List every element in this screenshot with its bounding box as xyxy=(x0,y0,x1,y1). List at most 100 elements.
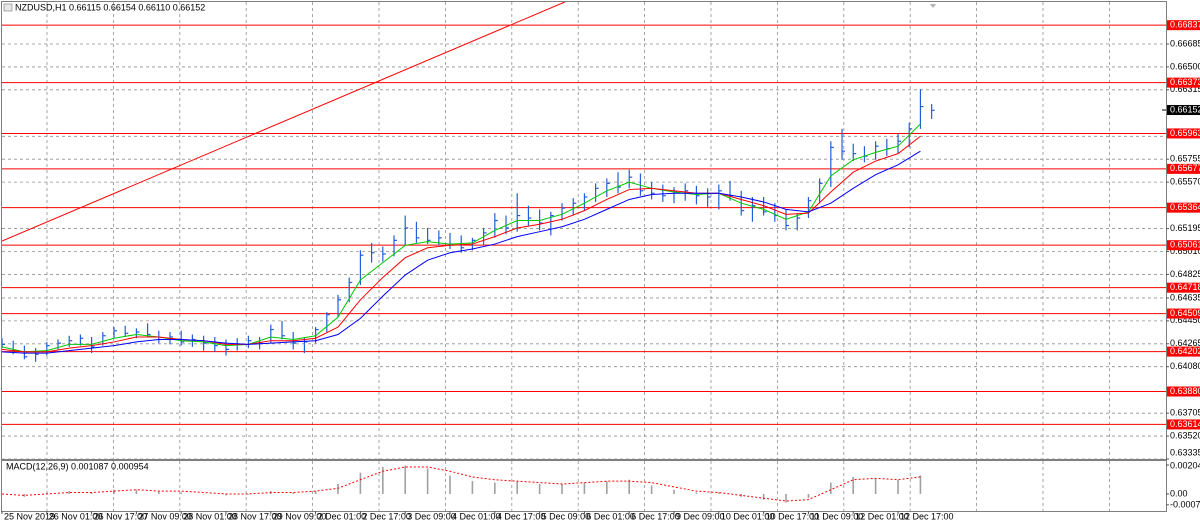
macd-bar xyxy=(673,489,675,494)
level-label-box xyxy=(1167,202,1200,213)
level-label-box xyxy=(1167,128,1200,139)
macd-bar xyxy=(382,466,384,494)
x-tick-label: 6 Dec 01:00 xyxy=(586,511,635,521)
macd-bar xyxy=(359,472,362,494)
x-tick-label: 5 Dec 09:00 xyxy=(542,511,591,521)
macd-bar xyxy=(561,484,563,494)
macd-plot xyxy=(2,465,922,503)
macd-bar xyxy=(225,493,227,496)
x-tick-label: 3 Dec 09:00 xyxy=(407,511,456,521)
level-label-box xyxy=(1167,282,1200,293)
y-tick-label: 0.64450 xyxy=(1170,315,1200,325)
y-tick-label: 0.64635 xyxy=(1170,292,1200,302)
x-tick-label: 26 Nov 01:00 xyxy=(49,511,103,521)
y-tick-label: 0.64080 xyxy=(1170,361,1200,371)
level-label-box xyxy=(1167,20,1200,31)
y-tick-label: 0.66315 xyxy=(1170,84,1200,94)
y-tick-label: -0.000769 xyxy=(1170,499,1200,509)
x-tick-label: 10 Dec 01:00 xyxy=(721,511,775,521)
y-tick-label: 0.65570 xyxy=(1170,176,1200,186)
macd-bar xyxy=(426,468,429,494)
y-tick-label: 0.65195 xyxy=(1170,223,1200,233)
macd-bar xyxy=(158,491,160,494)
level-label: 0.65963 xyxy=(1170,128,1200,138)
level-label-box xyxy=(1167,240,1200,251)
x-tick-label: 4 Dec 01:00 xyxy=(452,511,501,521)
macd-bar xyxy=(180,492,183,494)
macd-bar xyxy=(874,478,877,494)
level-label-box xyxy=(1167,346,1200,357)
y-tick-label: 0.64825 xyxy=(1170,269,1200,279)
macd-bar xyxy=(516,481,519,494)
macd-bar xyxy=(762,493,765,500)
level-label: 0.65061 xyxy=(1170,240,1200,250)
macd-bar xyxy=(449,475,451,494)
trendline xyxy=(2,2,566,242)
y-tick-label: 0.65755 xyxy=(1170,154,1200,164)
last-price-box xyxy=(1167,105,1200,116)
level-label: 0.65677 xyxy=(1170,163,1200,173)
y-tick-label: 0.63705 xyxy=(1170,408,1200,418)
x-tick-label: 12 Dec 17:00 xyxy=(900,511,954,521)
macd-bar xyxy=(538,484,541,494)
y-tick-label: 0.64265 xyxy=(1170,338,1200,348)
level-label: 0.66373 xyxy=(1170,77,1200,87)
level-label-box xyxy=(1167,386,1200,397)
level-label: 0.65364 xyxy=(1170,202,1200,212)
x-tick-label: 11 Dec 09:00 xyxy=(810,511,863,521)
x-tick-label: 25 Nov 2019 xyxy=(4,511,55,521)
level-label-box xyxy=(1167,308,1200,319)
x-tick-label: 9 Dec 09:00 xyxy=(676,511,725,521)
y-tick-label: 0.00204 xyxy=(1170,460,1200,470)
macd-bar xyxy=(292,492,295,494)
vertical-grid xyxy=(46,2,1110,511)
macd-bar xyxy=(830,482,832,494)
level-label: 0.63614 xyxy=(1170,419,1200,429)
x-tick-label: 2 Dec 17:00 xyxy=(362,511,411,521)
x-tick-label: 10 Dec 17:00 xyxy=(766,511,820,521)
level-label-box xyxy=(1167,419,1200,430)
main-frame xyxy=(1,1,1167,460)
macd-bar xyxy=(807,493,810,499)
level-label: 0.64718 xyxy=(1170,282,1200,292)
x-tick-label: 28 Nov 01:00 xyxy=(183,511,237,521)
y-tick-label: 0.65010 xyxy=(1170,246,1200,256)
last-price-label: 0.66152 xyxy=(1170,104,1200,114)
level-label: 0.64509 xyxy=(1170,308,1200,318)
symbol-icon xyxy=(3,3,13,12)
x-tick-label: 12 Dec 01:00 xyxy=(855,511,909,521)
macd-bar xyxy=(202,493,205,495)
y-tick-label: 0.63520 xyxy=(1170,430,1200,440)
macd-bar xyxy=(919,475,922,494)
x-tick-label: 6 Dec 17:00 xyxy=(631,511,680,521)
y-tick-label: 0.63335 xyxy=(1170,447,1200,457)
macd-bar xyxy=(113,489,115,494)
x-tick-label: 28 Nov 17:00 xyxy=(228,511,282,521)
macd-bar xyxy=(606,481,608,494)
macd-bar xyxy=(135,489,138,494)
level-label-box xyxy=(1167,77,1200,88)
macd-bar xyxy=(628,479,631,494)
macd-bar xyxy=(650,485,653,494)
x-tick-label: 29 Nov 09:00 xyxy=(273,511,327,521)
macd-bar xyxy=(90,492,93,494)
macd-bar xyxy=(471,481,474,494)
shift-marker xyxy=(930,4,936,8)
macd-bar xyxy=(247,493,250,495)
main-plot xyxy=(2,2,1166,459)
x-tick-label: 27 Nov 09:00 xyxy=(138,511,192,521)
macd-bar xyxy=(46,492,48,494)
macd-bar xyxy=(785,493,787,503)
macd-bar xyxy=(494,482,496,494)
level-label: 0.63880 xyxy=(1170,386,1200,396)
macd-bar xyxy=(23,493,26,497)
macd-bar xyxy=(718,492,720,494)
y-tick-label: 0.66500 xyxy=(1170,61,1200,71)
macd-bar xyxy=(404,465,407,494)
x-tick-label: 2 Dec 01:00 xyxy=(318,511,367,521)
macd-bar xyxy=(337,484,339,494)
macd-bar xyxy=(314,491,317,494)
